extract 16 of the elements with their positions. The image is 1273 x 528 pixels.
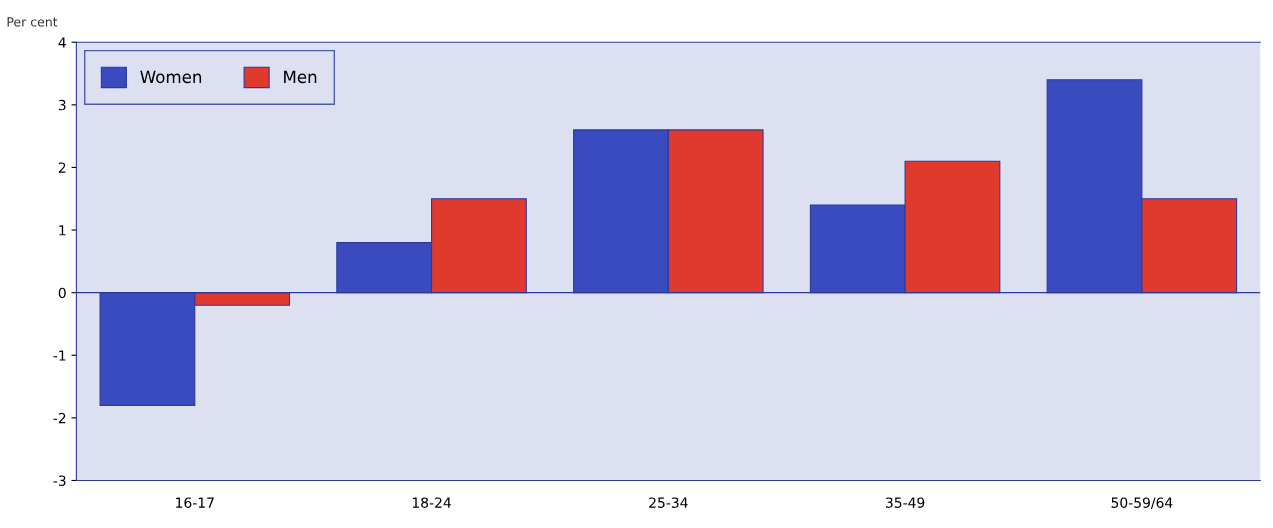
x-tick-label: 18-24 bbox=[412, 497, 451, 508]
legend-label: Women bbox=[140, 70, 202, 84]
x-tick-label: 16-17 bbox=[176, 497, 214, 508]
y-tick-label: 3 bbox=[58, 99, 66, 111]
y-axis-title: Per cent bbox=[7, 17, 58, 27]
x-tick-label: 25-34 bbox=[649, 497, 688, 508]
x-tick-label: 35-49 bbox=[885, 497, 925, 508]
y-tick-label: -3 bbox=[53, 475, 66, 486]
y-tick-label: 2 bbox=[58, 162, 66, 173]
x-tick-label: 50-59/64 bbox=[1111, 497, 1173, 509]
y-tick-label: 4 bbox=[58, 37, 66, 48]
legend-label: Men bbox=[284, 70, 317, 84]
y-tick-label: 0 bbox=[58, 287, 66, 299]
y-tick-label: -1 bbox=[53, 350, 66, 361]
y-tick-label: -2 bbox=[53, 412, 66, 424]
y-tick-label: 1 bbox=[59, 225, 66, 236]
